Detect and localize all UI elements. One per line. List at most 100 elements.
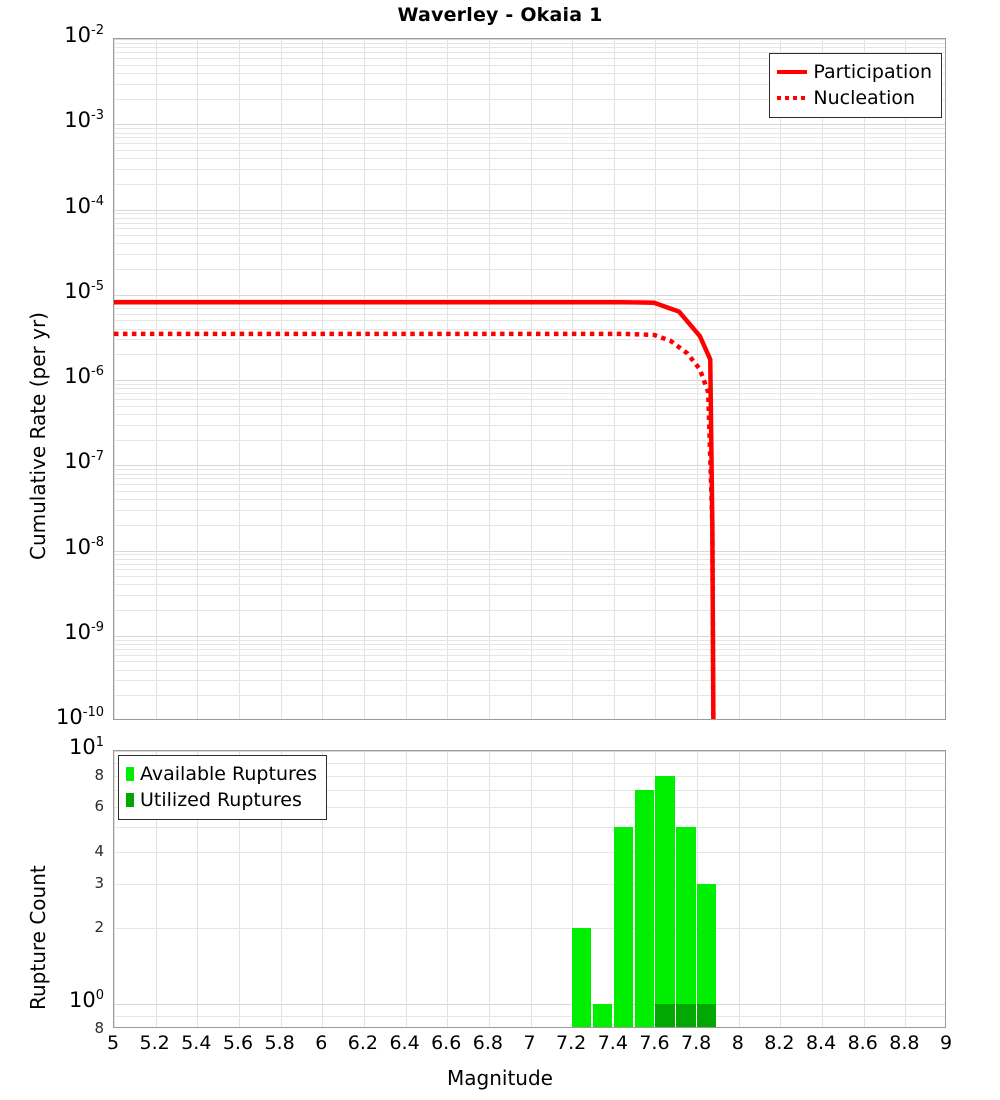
horizontal-gridline (114, 1016, 945, 1018)
y-tick-label: 10-9 (64, 619, 104, 644)
vertical-gridline (238, 751, 240, 1027)
horizontal-gridline (114, 775, 945, 777)
x-tick-label: 8.8 (889, 1032, 920, 1054)
horizontal-gridline (114, 484, 945, 486)
bar-available (697, 883, 717, 1027)
horizontal-gridline (114, 478, 945, 480)
horizontal-gridline (114, 339, 945, 341)
vertical-gridline (738, 39, 740, 719)
horizontal-gridline (114, 563, 945, 565)
vertical-gridline (822, 751, 824, 1027)
x-tick-label: 5.8 (264, 1032, 295, 1054)
horizontal-gridline (114, 388, 945, 390)
vertical-gridline (405, 751, 407, 1027)
legend-row-utilized: Utilized Ruptures (126, 787, 317, 813)
x-tick-label: 8.4 (805, 1032, 837, 1054)
y-tick-label: 10-3 (64, 108, 104, 133)
cumulative-rate-plot: Participation Nucleation (113, 38, 946, 720)
x-tick-label: 5.6 (222, 1032, 254, 1054)
bar-available (634, 790, 654, 1027)
horizontal-gridline (114, 635, 945, 637)
bar-utilized (655, 1004, 675, 1027)
horizontal-gridline (114, 132, 945, 134)
horizontal-gridline (114, 354, 945, 356)
horizontal-gridline (114, 695, 945, 697)
y-tick-label: 100 (68, 988, 104, 1013)
horizontal-gridline (114, 807, 945, 809)
horizontal-gridline (114, 499, 945, 501)
horizontal-gridline (114, 39, 945, 40)
vertical-gridline (363, 39, 365, 719)
vertical-gridline (697, 39, 699, 719)
horizontal-gridline (114, 654, 945, 656)
vertical-gridline (447, 39, 449, 719)
horizontal-gridline (114, 554, 945, 556)
horizontal-gridline (114, 328, 945, 330)
x-tick-label: 8.2 (764, 1032, 795, 1054)
legend-row-participation: Participation (777, 59, 932, 85)
horizontal-gridline (114, 298, 945, 300)
bar-utilized (676, 1004, 696, 1027)
y-tick-label: 4 (94, 841, 104, 860)
mfd-curves (114, 299, 716, 719)
vertical-gridline (905, 39, 907, 719)
horizontal-gridline (114, 52, 945, 54)
vertical-gridline (155, 751, 157, 1027)
vertical-gridline (530, 751, 532, 1027)
horizontal-gridline (114, 790, 945, 792)
y-tick-label: 10-10 (56, 705, 104, 729)
horizontal-gridline (114, 393, 945, 395)
horizontal-gridline (114, 595, 945, 597)
horizontal-gridline (114, 254, 945, 256)
horizontal-gridline (114, 558, 945, 560)
y-tick-label: 101 (68, 735, 104, 759)
horizontal-gridline (114, 413, 945, 415)
legend-label-utilized: Utilized Ruptures (140, 789, 302, 811)
horizontal-gridline (114, 269, 945, 271)
vertical-gridline (530, 39, 532, 719)
vertical-gridline (738, 751, 740, 1027)
horizontal-gridline (114, 751, 945, 752)
horizontal-gridline (114, 124, 945, 126)
y-tick-label: 10-8 (64, 534, 104, 559)
vertical-gridline (405, 39, 407, 719)
y-tick-label: 3 (94, 873, 104, 892)
vertical-gridline (114, 751, 115, 1027)
horizontal-gridline (114, 569, 945, 571)
horizontal-gridline (114, 128, 945, 130)
horizontal-gridline (114, 648, 945, 650)
horizontal-gridline (114, 398, 945, 400)
y-tick-label: 10-4 (64, 193, 104, 218)
rupture-count-plot: Available Ruptures Utilized Ruptures (113, 750, 946, 1028)
horizontal-gridline (114, 320, 945, 322)
x-tick-label: 6.2 (347, 1032, 378, 1054)
vertical-gridline (488, 751, 490, 1027)
horizontal-gridline (114, 183, 945, 185)
y-tick-label: 8 (94, 765, 104, 784)
horizontal-gridline (114, 42, 945, 44)
x-tick-label: 9 (939, 1032, 953, 1054)
curve-participation (114, 299, 716, 719)
utilized-swatch-icon (126, 793, 134, 807)
rupture-legend: Available Ruptures Utilized Ruptures (118, 755, 327, 820)
legend-label-nucleation: Nucleation (813, 87, 916, 109)
horizontal-gridline (114, 473, 945, 475)
horizontal-gridline (114, 64, 945, 66)
x-tick-label: 8 (731, 1032, 744, 1054)
vertical-gridline (572, 751, 574, 1027)
x-tick-label: 5.4 (181, 1032, 212, 1054)
x-tick-label: 7 (523, 1032, 536, 1054)
vertical-gridline (655, 39, 657, 719)
horizontal-gridline (114, 72, 945, 74)
horizontal-gridline (114, 380, 945, 381)
vertical-gridline (447, 751, 449, 1027)
x-tick-label: 6 (315, 1032, 328, 1054)
horizontal-gridline (114, 639, 945, 641)
x-tick-label: 7.6 (639, 1032, 670, 1054)
horizontal-gridline (114, 524, 945, 526)
x-tick-label: 7.4 (597, 1032, 628, 1054)
horizontal-gridline (114, 644, 945, 645)
horizontal-gridline (114, 669, 945, 671)
x-tick-label: 6.8 (472, 1032, 503, 1054)
